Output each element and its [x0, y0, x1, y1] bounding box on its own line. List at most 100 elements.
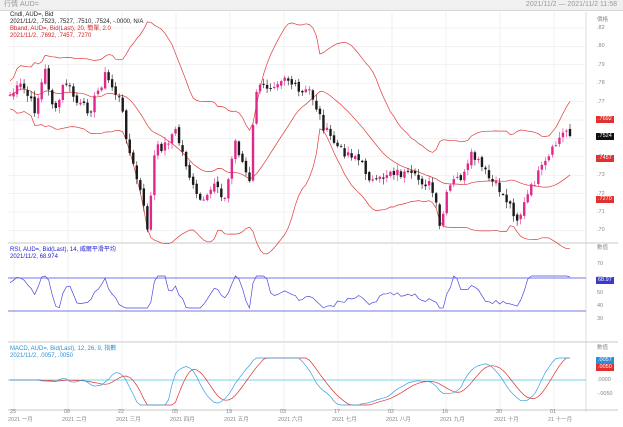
- candle-body: [230, 158, 234, 179]
- bband-legend-name: Bband, AUD=, Bid(Last), 20, 簡單, 2.0: [10, 26, 111, 32]
- candle-body: [515, 214, 519, 221]
- candle-body: [184, 151, 188, 167]
- candle-body: [174, 128, 177, 134]
- candle-body: [325, 127, 329, 130]
- x-axis-day: 16: [442, 409, 449, 415]
- candle-body: [287, 78, 290, 81]
- candle-body: [255, 91, 258, 124]
- candle-body: [561, 132, 565, 138]
- candle-body: [283, 77, 286, 81]
- candle-body: [427, 181, 431, 186]
- rsi-legend-name: RSI, AUD=, Bid(Last), 14, 威爾平滑平均: [10, 247, 116, 253]
- candle-body: [237, 141, 241, 156]
- candle-body: [47, 68, 50, 90]
- candle-body: [22, 83, 26, 89]
- candle-body: [188, 165, 191, 178]
- x-axis-day: 02: [388, 409, 395, 415]
- candle-body: [371, 179, 374, 181]
- candle-body: [304, 89, 308, 93]
- rsi-line: [9, 275, 571, 310]
- rsi-axis-label: 70: [597, 261, 604, 267]
- candle-body: [142, 188, 146, 206]
- candle-body: [463, 171, 466, 181]
- price-axis-label: .72: [597, 190, 605, 197]
- bband-upper: [9, 21, 571, 153]
- candle-body: [227, 179, 230, 199]
- macd-axis-label: -.0050: [597, 391, 613, 397]
- candle-body: [121, 97, 124, 112]
- candle-body: [213, 183, 216, 192]
- candle-body: [44, 68, 47, 84]
- candle-body: [51, 90, 54, 105]
- rsi-axis-label: 數值: [597, 245, 609, 251]
- candle-body: [417, 174, 420, 180]
- candle-body: [346, 152, 350, 156]
- candle-body: [484, 167, 487, 170]
- candle-body: [139, 180, 142, 190]
- candle-body: [396, 169, 399, 176]
- candle-body: [163, 142, 167, 151]
- candle-body: [146, 206, 149, 230]
- candle-body: [431, 182, 434, 193]
- x-axis-month: 2021 二月: [62, 417, 87, 423]
- candle-legend-values: 2021/11/2, .7523, .7527, .7510, .7524, -…: [10, 19, 144, 25]
- candle-body: [357, 154, 360, 161]
- candle-body: [181, 145, 184, 152]
- candle-body: [343, 148, 346, 157]
- x-axis-day: 01: [550, 409, 557, 415]
- candle-body: [526, 194, 529, 203]
- candle-body: [262, 83, 265, 85]
- candle-body: [223, 197, 227, 199]
- candle-body: [350, 153, 353, 158]
- candle-body: [276, 84, 279, 88]
- candle-body: [420, 178, 424, 185]
- window-date-range: 2021/11/2 — 2021/11/2 11:58: [525, 1, 617, 8]
- candle-body: [339, 146, 343, 148]
- x-axis-day: 17: [334, 409, 341, 415]
- candle-body: [406, 170, 410, 172]
- price-axis-label: .70: [597, 227, 605, 234]
- candle-body: [191, 176, 195, 185]
- price-axis-label: .79: [597, 61, 605, 68]
- candle-body: [399, 171, 403, 177]
- price-tag: .7270: [596, 196, 614, 203]
- candle-body: [568, 128, 572, 137]
- candle-body: [368, 172, 371, 181]
- price-axis-title: 價格: [597, 17, 609, 23]
- candle-body: [487, 170, 491, 179]
- price-axis-label: .82: [597, 25, 605, 31]
- candle-legend-name: Cndl, AUD=, Bid: [10, 12, 54, 18]
- macd-axis-label: 數值: [597, 345, 609, 351]
- candle-body: [445, 191, 448, 214]
- candle-body: [89, 111, 93, 113]
- candle-body: [547, 156, 551, 161]
- candle-body: [378, 176, 382, 179]
- candle-body: [512, 202, 515, 217]
- candle-body: [170, 134, 174, 144]
- candle-body: [177, 127, 181, 144]
- x-axis-day: 05: [172, 409, 179, 415]
- candle-body: [160, 143, 163, 152]
- candle-body: [311, 90, 315, 100]
- candle-body: [470, 151, 473, 166]
- candle-body: [385, 175, 389, 178]
- candle-body: [216, 181, 219, 188]
- x-axis-month: 2021 十月: [494, 417, 519, 423]
- candle-body: [375, 178, 378, 180]
- candle-body: [54, 102, 57, 109]
- candle-body: [75, 95, 79, 103]
- candle-body: [403, 171, 406, 178]
- price-tag: .7692: [596, 116, 614, 123]
- candle-body: [132, 152, 135, 164]
- candle-body: [117, 96, 121, 98]
- candle-body: [434, 193, 438, 203]
- candle-body: [491, 178, 494, 182]
- x-axis-month: 2021 三月: [116, 417, 141, 423]
- candle-body: [195, 183, 198, 194]
- bband-middle: [9, 88, 571, 188]
- candle-body: [540, 164, 544, 170]
- candle-body: [135, 165, 138, 180]
- candle-body: [269, 88, 272, 90]
- candle-body: [523, 202, 526, 216]
